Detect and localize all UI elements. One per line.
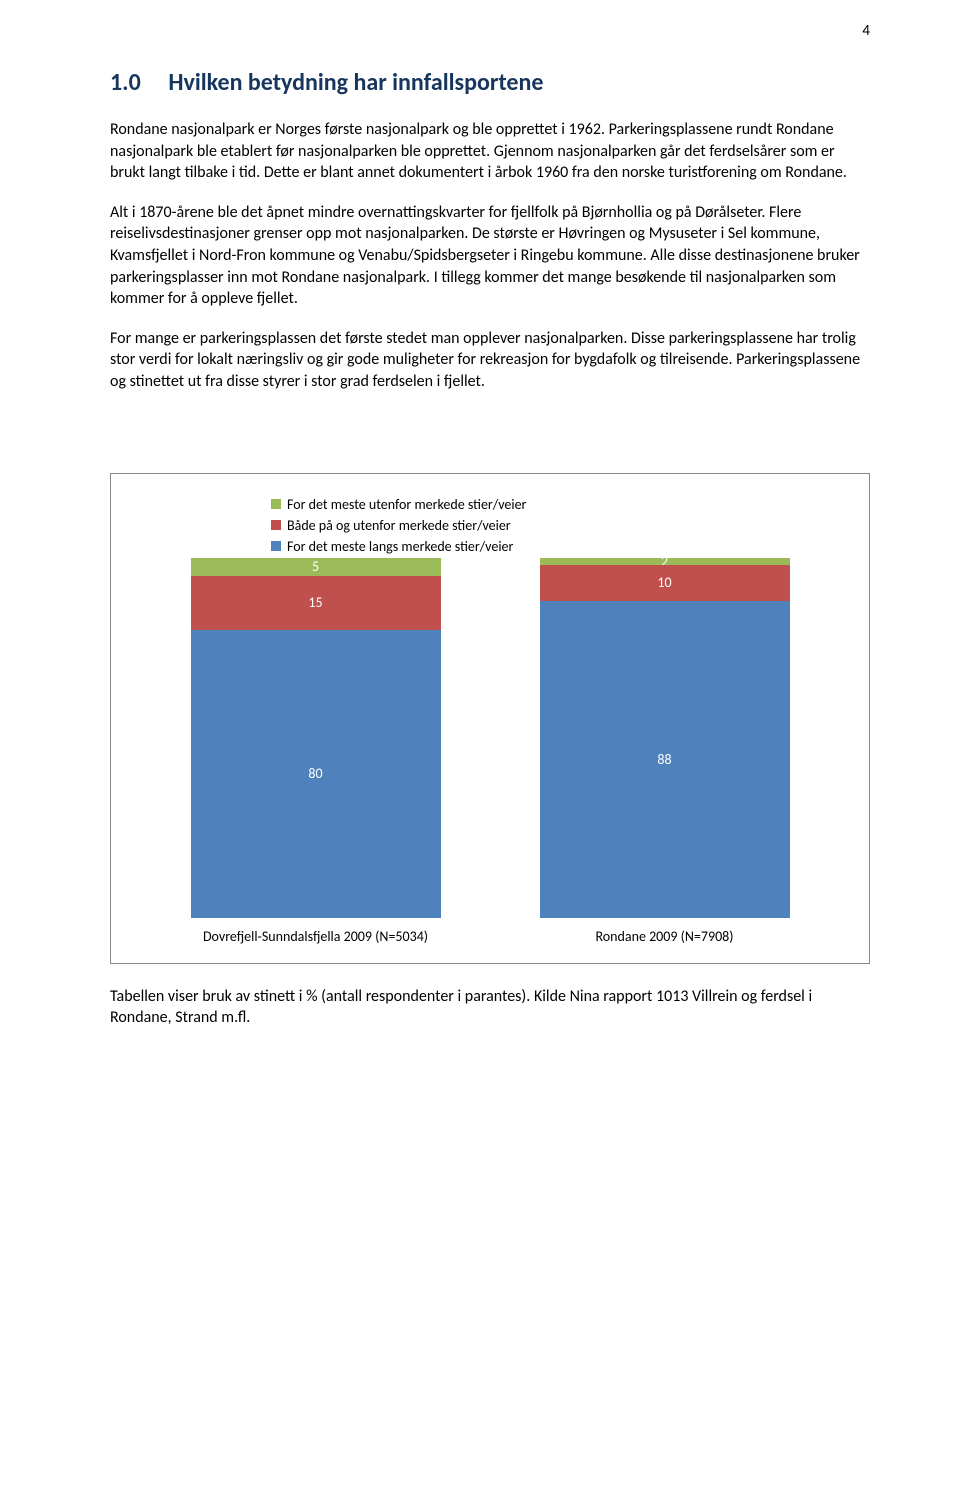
chart-caption: Tabellen viser bruk av stinett i % (anta… <box>110 986 870 1029</box>
chart-legend: For det meste utenfor merkede stier/veie… <box>271 496 839 555</box>
heading-number: 1.0 <box>110 68 141 97</box>
legend-item: For det meste langs merkede stier/veier <box>271 538 839 555</box>
stacked-bar: 2 10 88 <box>540 558 790 918</box>
bar-segment: 15 <box>191 576 441 630</box>
x-axis-label: Dovrefjell-Sunndalsfjella 2009 (N=5034) <box>203 928 428 945</box>
legend-swatch <box>271 520 281 530</box>
legend-swatch <box>271 499 281 509</box>
paragraph-3: For mange er parkeringsplassen det først… <box>110 328 870 393</box>
bar-segment: 88 <box>540 601 790 918</box>
section-heading: 1.0 Hvilken betydning har innfallsporten… <box>110 68 870 97</box>
bar-segment: 5 <box>191 558 441 576</box>
document-page: 4 1.0 Hvilken betydning har innfallsport… <box>0 0 960 1089</box>
stacked-bar-chart: For det meste utenfor merkede stier/veie… <box>110 473 870 964</box>
paragraph-1: Rondane nasjonalpark er Norges første na… <box>110 119 870 184</box>
legend-label: For det meste langs merkede stier/veier <box>287 538 513 555</box>
legend-label: Både på og utenfor merkede stier/veier <box>287 517 511 534</box>
x-axis-label: Rondane 2009 (N=7908) <box>595 928 733 945</box>
bar-segment: 10 <box>540 565 790 601</box>
bar-segment: 80 <box>191 630 441 918</box>
paragraph-2: Alt i 1870-årene ble det åpnet mindre ov… <box>110 202 870 310</box>
bar-segment: 2 <box>540 558 790 565</box>
legend-item: For det meste utenfor merkede stier/veie… <box>271 496 839 513</box>
heading-text: Hvilken betydning har innfallsportene <box>168 68 543 97</box>
legend-label: For det meste utenfor merkede stier/veie… <box>287 496 526 513</box>
legend-swatch <box>271 541 281 551</box>
chart-plot-area: 5 15 80 Dovrefjell-Sunndalsfjella 2009 (… <box>141 565 839 945</box>
stacked-bar: 5 15 80 <box>191 558 441 918</box>
legend-item: Både på og utenfor merkede stier/veier <box>271 517 839 534</box>
page-number: 4 <box>862 22 870 40</box>
bar-column: 5 15 80 Dovrefjell-Sunndalsfjella 2009 (… <box>171 558 461 945</box>
bar-column: 2 10 88 Rondane 2009 (N=7908) <box>520 558 810 945</box>
